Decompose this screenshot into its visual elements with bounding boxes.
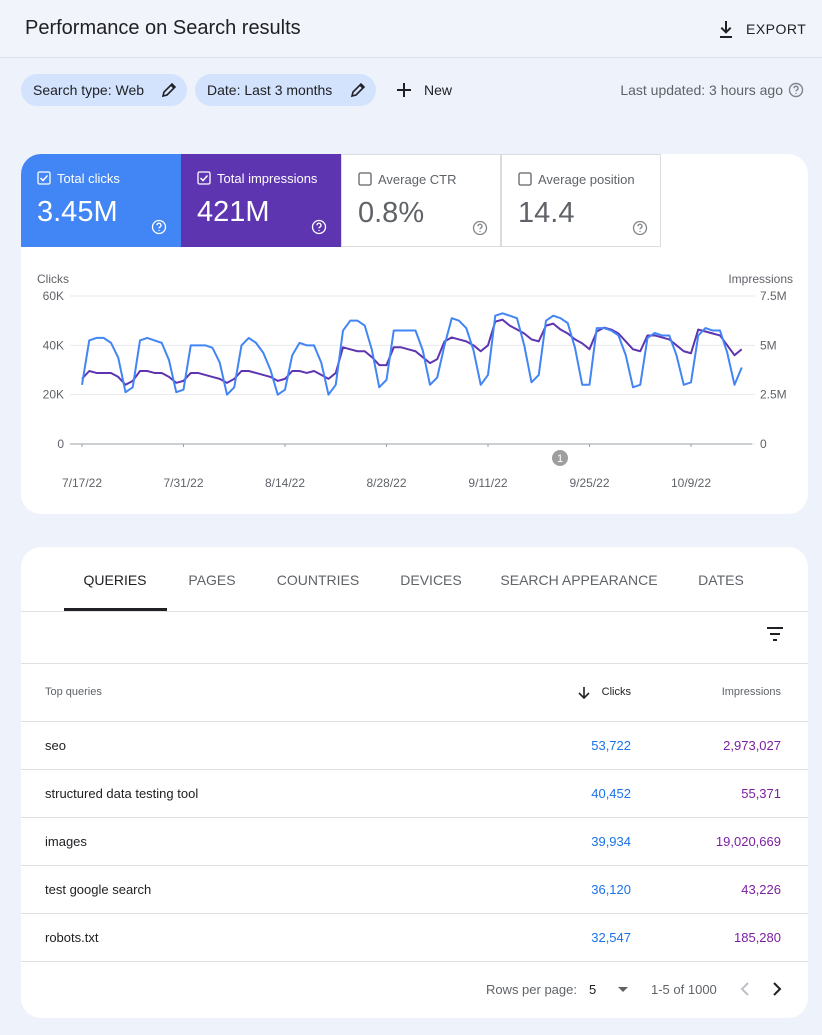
edit-icon — [161, 82, 177, 98]
filter-icon[interactable] — [766, 626, 784, 642]
active-tab-indicator — [64, 608, 167, 611]
metric-tile[interactable]: Average CTR 0.8% — [341, 154, 501, 247]
tab[interactable]: COUNTRIES — [276, 572, 360, 588]
metric-label: Average position — [538, 172, 635, 187]
tab[interactable]: DEVICES — [400, 572, 462, 588]
impressions-cell: 2,973,027 — [723, 738, 781, 753]
metric-label: Total clicks — [57, 171, 120, 186]
last-updated: Last updated: 3 hours ago — [620, 82, 783, 98]
chip-label: Date: Last 3 months — [207, 82, 333, 98]
metric-checkbox — [197, 171, 211, 185]
checkbox-check — [199, 174, 209, 182]
help-circle — [632, 220, 648, 236]
checkbox-box — [358, 172, 372, 186]
help-circle — [472, 220, 488, 236]
row-divider — [21, 865, 808, 866]
help-icon[interactable] — [788, 82, 804, 98]
column-header: Top queries — [45, 686, 102, 698]
help-icon — [632, 220, 648, 236]
row-divider — [21, 721, 808, 722]
clicks-cell: 40,452 — [591, 786, 631, 801]
metric-checkbox — [37, 171, 51, 185]
table-card — [21, 547, 808, 1018]
tab[interactable]: PAGES — [188, 572, 236, 588]
clicks-cell: 53,722 — [591, 738, 631, 753]
search-type-chip[interactable]: Search type: Web — [21, 74, 187, 106]
help-mark — [156, 222, 162, 231]
query-cell[interactable]: images — [45, 834, 87, 849]
impressions-cell: 43,226 — [741, 882, 781, 897]
row-divider — [21, 663, 808, 664]
column-header[interactable]: Clicks — [601, 686, 631, 698]
help-icon — [472, 220, 488, 236]
impressions-cell: 55,371 — [741, 786, 781, 801]
impressions-cell: 19,020,669 — [715, 834, 781, 849]
help-icon — [151, 219, 167, 235]
plus-icon[interactable] — [396, 82, 412, 98]
rows-per-page-select[interactable]: 5 — [589, 982, 597, 997]
tab[interactable]: DATES — [698, 572, 744, 588]
checkbox-box — [197, 171, 211, 185]
header-bar — [0, 0, 822, 58]
page-title: Performance on Search results — [25, 17, 301, 39]
metric-tile[interactable]: Total clicks 3.45M — [21, 154, 181, 247]
download-icon[interactable] — [716, 19, 736, 39]
row-divider — [21, 961, 808, 962]
row-divider — [21, 817, 808, 818]
help-circle — [311, 219, 327, 235]
next-page[interactable] — [770, 981, 784, 997]
checkbox-box — [518, 172, 532, 186]
help-circle — [151, 219, 167, 235]
dropdown-icon[interactable] — [617, 986, 629, 994]
query-cell[interactable]: robots.txt — [45, 930, 99, 945]
checkbox-check — [39, 174, 49, 182]
tab[interactable]: SEARCH APPEARANCE — [500, 572, 658, 588]
row-divider — [21, 769, 808, 770]
row-divider — [21, 913, 808, 914]
metric-checkbox — [358, 172, 372, 186]
metric-value: 3.45M — [37, 196, 118, 228]
page-range: 1-5 of 1000 — [651, 982, 717, 997]
impressions-cell: 185,280 — [734, 930, 781, 945]
export-button[interactable]: EXPORT — [746, 21, 807, 37]
metric-label: Average CTR — [378, 172, 457, 187]
clicks-cell: 36,120 — [591, 882, 631, 897]
sort-arrow-icon — [578, 687, 590, 700]
row-divider — [21, 611, 808, 612]
clicks-cell: 39,934 — [591, 834, 631, 849]
metric-value: 0.8% — [358, 197, 425, 229]
metric-value: 14.4 — [518, 197, 575, 229]
query-cell[interactable]: test google search — [45, 882, 152, 897]
rows-per-page-label: Rows per page: — [485, 982, 577, 997]
help-mark — [637, 223, 643, 232]
query-cell[interactable]: seo — [45, 738, 66, 753]
clicks-cell: 32,547 — [591, 930, 631, 945]
metric-label: Total impressions — [217, 171, 318, 186]
column-header[interactable]: Impressions — [721, 686, 781, 698]
edit-icon — [350, 82, 366, 98]
tab[interactable]: QUERIES — [83, 572, 147, 588]
prev-page[interactable] — [738, 981, 752, 997]
metric-checkbox — [518, 172, 532, 186]
checkbox-box — [37, 171, 51, 185]
help-icon — [311, 219, 327, 235]
metric-value: 421M — [197, 196, 270, 228]
metric-tile[interactable]: Average position 14.4 — [501, 154, 661, 247]
help-mark — [316, 222, 322, 231]
help-mark — [477, 223, 483, 232]
date-chip[interactable]: Date: Last 3 months — [195, 74, 376, 106]
new-button[interactable]: New — [424, 82, 453, 98]
query-cell[interactable]: structured data testing tool — [45, 786, 199, 801]
metric-tile[interactable]: Total impressions 421M — [181, 154, 341, 247]
chip-label: Search type: Web — [33, 82, 145, 98]
